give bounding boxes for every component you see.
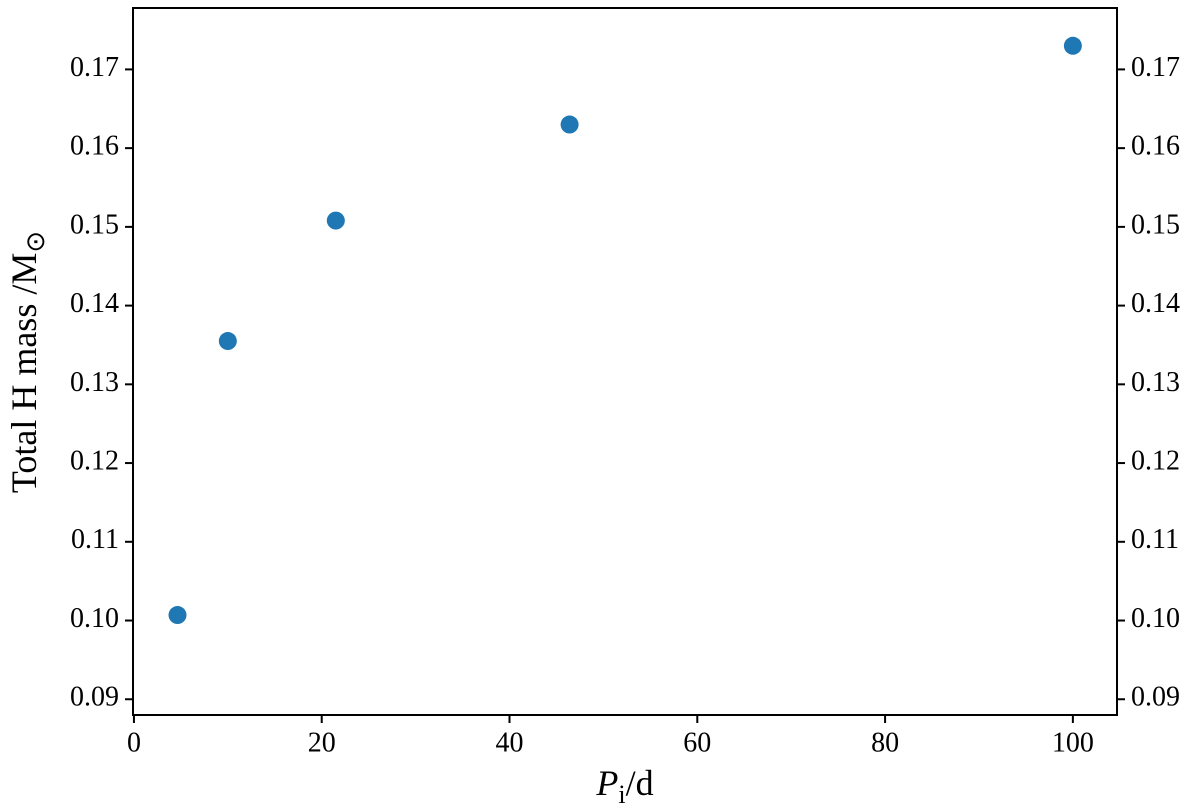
- data-point: [168, 606, 187, 625]
- y-tick-label-right: 0.11: [1131, 524, 1179, 555]
- y-tick-label: 0.16: [70, 131, 119, 162]
- x-tick-label: 80: [871, 727, 899, 758]
- y-tick-label-right: 0.14: [1131, 288, 1180, 319]
- data-point: [1063, 36, 1082, 55]
- data-point: [218, 332, 237, 351]
- y-tick-label-right: 0.13: [1131, 367, 1180, 398]
- y-tick-label: 0.17: [70, 52, 119, 83]
- x-tick-label: 40: [496, 727, 524, 758]
- x-tick-label: 20: [308, 727, 336, 758]
- y-tick-label: 0.12: [70, 445, 119, 476]
- x-tick-label: 60: [683, 727, 711, 758]
- x-label-symbol: P: [595, 763, 618, 803]
- y-tick-label-right: 0.17: [1131, 52, 1180, 83]
- x-label-unit: /d: [626, 763, 654, 803]
- y-tick-label-right: 0.15: [1131, 209, 1180, 240]
- data-point: [326, 211, 345, 230]
- x-tick-label: 0: [127, 727, 141, 758]
- plot-frame: [132, 7, 1118, 716]
- y-tick-label: 0.14: [70, 288, 119, 319]
- x-label-subscript: i: [618, 780, 625, 809]
- x-tick-label: 100: [1052, 727, 1094, 758]
- y-axis-label: Total H mass /M⊙: [4, 231, 50, 493]
- y-label-text: Total H mass /M: [4, 253, 44, 493]
- y-tick-label: 0.11: [71, 524, 119, 555]
- x-axis-label: Pi/d: [595, 763, 653, 809]
- y-tick-label-right: 0.09: [1131, 682, 1180, 713]
- y-tick-label: 0.09: [70, 682, 119, 713]
- y-tick-label-right: 0.12: [1131, 445, 1180, 476]
- y-label-subscript: ⊙: [21, 231, 50, 253]
- y-tick-label: 0.15: [70, 209, 119, 240]
- y-tick-label-right: 0.10: [1131, 603, 1180, 634]
- y-tick-label: 0.10: [70, 603, 119, 634]
- data-point: [560, 115, 579, 134]
- y-tick-label: 0.13: [70, 367, 119, 398]
- y-tick-label-right: 0.16: [1131, 131, 1180, 162]
